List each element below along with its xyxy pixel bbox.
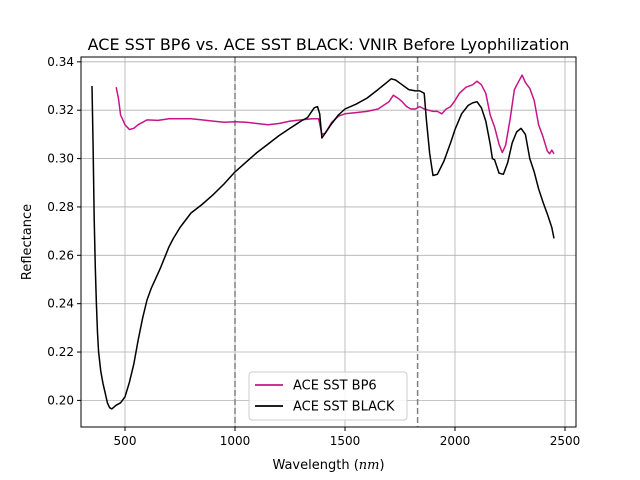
y-tick-label: 0.26 <box>47 248 74 262</box>
legend-label: ACE SST BP6 <box>293 379 377 394</box>
y-tick-label: 0.24 <box>47 297 74 311</box>
x-tick-label: 500 <box>114 434 137 448</box>
y-tick-label: 0.28 <box>47 200 74 214</box>
legend-box <box>248 371 408 421</box>
x-axis-label: Wavelength (nm) <box>272 458 384 473</box>
series-group <box>91 74 555 410</box>
x-tick-label: 2000 <box>440 434 471 448</box>
x-axis-label-close: ) <box>379 458 384 473</box>
y-tick-label: 0.22 <box>47 345 74 359</box>
legend-label: ACE SST BLACK <box>293 400 395 415</box>
y-tick-label: 0.34 <box>47 55 74 69</box>
series-line <box>91 78 555 410</box>
y-tick-label: 0.30 <box>47 152 74 166</box>
series-line <box>115 74 555 155</box>
legend: ACE SST BP6 ACE SST BLACK <box>248 371 408 421</box>
y-tick-label: 0.32 <box>47 103 74 117</box>
chart-title: ACE SST BP6 vs. ACE SST BLACK: VNIR Befo… <box>88 35 570 54</box>
x-tick-label: 1500 <box>330 434 361 448</box>
x-tick-label: 1000 <box>220 434 251 448</box>
x-axis-label-unit: nm <box>359 458 380 473</box>
ticks: 500 1000 1500 2000 2500 0.20 0.22 0.24 0.26 0.28 0… <box>47 55 580 448</box>
y-axis-label: Reflectance <box>20 204 35 280</box>
plot-frame <box>80 56 577 428</box>
x-tick-label: 2500 <box>550 434 581 448</box>
reference-lines <box>234 57 419 427</box>
y-tick-label: 0.20 <box>47 393 74 407</box>
x-axis-label-main: Wavelength ( <box>272 458 358 473</box>
